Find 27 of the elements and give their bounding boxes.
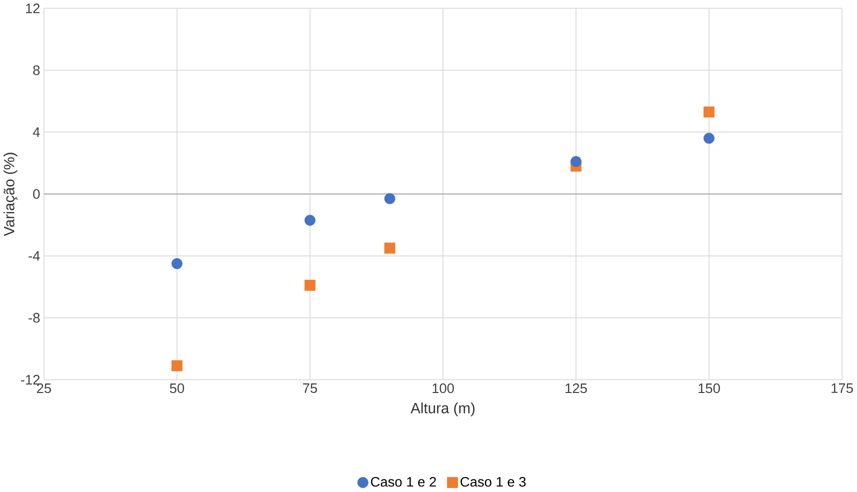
y-tick-label: 8 [33, 65, 40, 75]
y-tick-label: 0 [33, 188, 40, 199]
x-tick-label: 75 [303, 383, 318, 393]
y-tick-label: -4 [28, 251, 40, 260]
y-tick-label: 12 [26, 3, 40, 13]
y-tick-label: -12 [21, 374, 40, 384]
point [384, 242, 396, 254]
x-tick-label: 50 [170, 383, 184, 393]
point [704, 132, 715, 144]
legend-label: Caso 1 e 3 [460, 476, 526, 486]
y-tick-label: -8 [28, 312, 40, 322]
point [304, 280, 316, 291]
x-tick-label: 175 [832, 383, 853, 393]
y-axis-title: Variação (%) [4, 152, 18, 236]
x-tick-label: 100 [432, 383, 454, 393]
legend-label: Caso 1 e 2 [370, 476, 436, 486]
x-tick-label: 125 [566, 383, 587, 393]
y-tick-label: 4 [32, 127, 40, 137]
x-axis-title: Altura (m) [410, 402, 475, 416]
point [384, 192, 396, 204]
x-tick-label: 25 [37, 383, 52, 393]
point [570, 156, 582, 167]
x-tick-label: 150 [698, 383, 720, 393]
point [704, 106, 715, 118]
point [171, 360, 182, 372]
point [304, 214, 316, 226]
point [171, 258, 182, 269]
